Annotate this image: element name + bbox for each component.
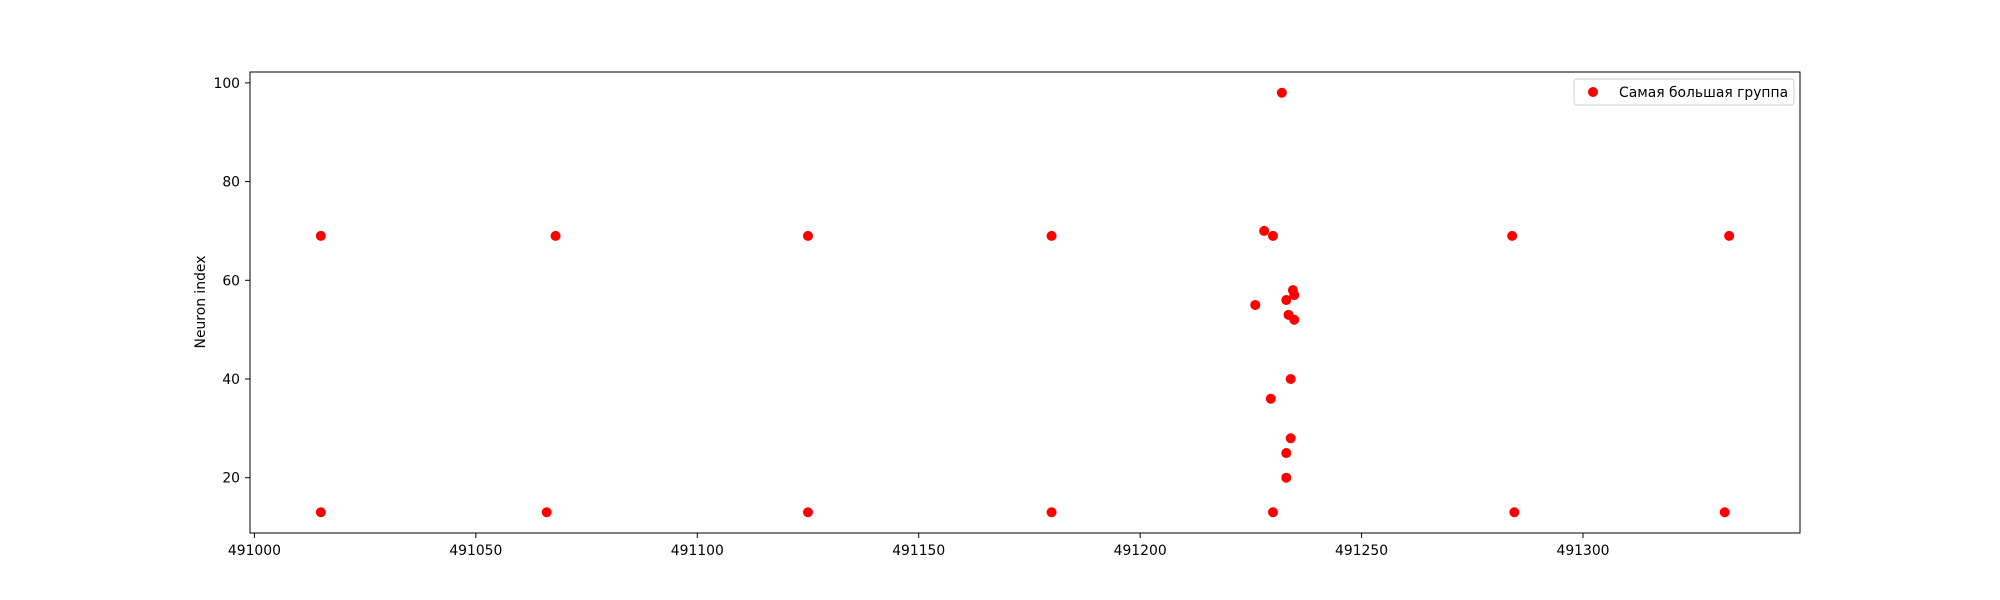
data-point [1289, 314, 1300, 325]
data-point [803, 230, 813, 241]
x-axis-ticks: 491000 491050 491100 491150 491200 491250 4913… [228, 533, 1610, 559]
x-tick-label: 491300 [1556, 543, 1609, 559]
data-points [315, 87, 1735, 518]
data-point [1724, 230, 1735, 241]
data-point [1265, 393, 1276, 404]
x-tick-label: 491150 [892, 543, 945, 559]
y-axis-ticks: 20 40 60 80 100 [213, 76, 250, 487]
data-point [550, 230, 561, 241]
legend-marker [1588, 87, 1598, 97]
legend-label: Самая большая группа [1619, 85, 1788, 101]
data-point [1268, 230, 1278, 241]
legend: Самая большая группа [1573, 78, 1795, 106]
data-point [1046, 230, 1057, 241]
axes-frame [249, 71, 1801, 534]
data-point [1507, 230, 1518, 241]
data-point [1719, 507, 1730, 518]
x-tick-label: 491200 [1114, 543, 1167, 559]
data-point [1281, 472, 1292, 483]
y-tick-label: 40 [222, 372, 240, 388]
data-point [541, 507, 552, 518]
axes-background [250, 72, 1800, 533]
data-point [1285, 433, 1296, 444]
data-point [1509, 507, 1520, 518]
y-tick-label: 60 [222, 273, 240, 289]
data-point [803, 507, 813, 518]
y-tick-label: 20 [222, 471, 240, 487]
data-point [315, 507, 326, 518]
data-point [1289, 290, 1300, 301]
legend-box [1573, 78, 1795, 106]
data-point [1250, 299, 1261, 310]
data-point [1259, 225, 1270, 236]
data-point [1268, 507, 1278, 518]
y-tick-label: 100 [213, 76, 240, 92]
x-tick-label: 491100 [671, 543, 724, 559]
data-point [1281, 448, 1292, 459]
x-tick-label: 491050 [449, 543, 502, 559]
x-tick-label: 491250 [1335, 543, 1388, 559]
y-axis-label: Neuron index [193, 256, 209, 349]
data-point [315, 230, 326, 241]
data-point [1285, 374, 1296, 385]
data-point [1276, 87, 1287, 98]
y-tick-label: 80 [222, 175, 240, 191]
data-point [1046, 507, 1057, 518]
data-point [1281, 295, 1292, 306]
x-tick-label: 491000 [228, 543, 281, 559]
